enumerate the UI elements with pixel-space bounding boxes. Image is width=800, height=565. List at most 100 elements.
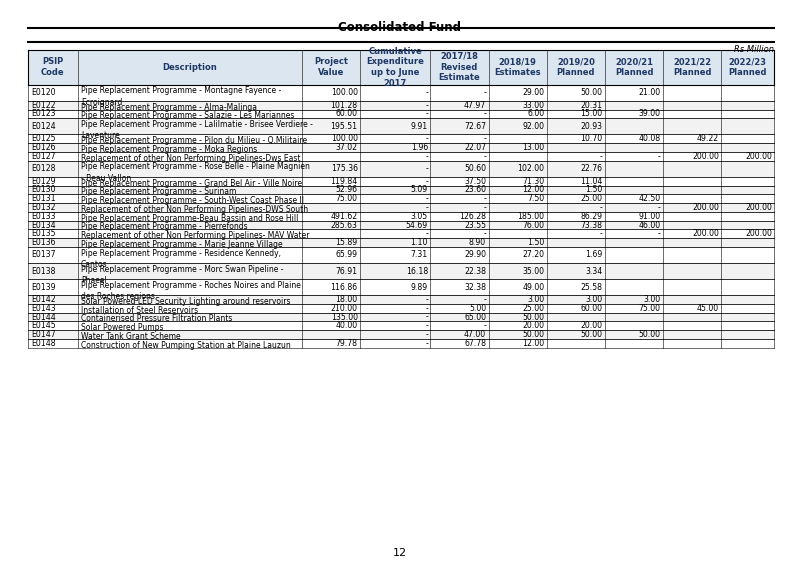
Text: E0143: E0143 [31,304,56,313]
Text: 200.00: 200.00 [745,203,772,212]
Text: 3.00: 3.00 [527,295,544,304]
Text: 15.00: 15.00 [580,110,602,119]
Text: 5.00: 5.00 [469,304,486,313]
Text: 2021/22
Planned: 2021/22 Planned [673,58,711,77]
Text: 42.50: 42.50 [638,194,661,203]
Text: 50.00: 50.00 [581,330,602,339]
Text: 12.00: 12.00 [522,185,544,194]
Text: 54.69: 54.69 [406,220,428,229]
Text: 13.00: 13.00 [522,143,544,152]
Text: E0148: E0148 [31,339,56,348]
Text: -: - [425,203,428,212]
Text: 76.91: 76.91 [335,267,358,276]
Text: 3.34: 3.34 [586,267,602,276]
Text: 20.93: 20.93 [581,122,602,131]
Bar [28,263,774,279]
Text: 200.00: 200.00 [692,152,719,161]
Text: Solar Powered LED Security Lighting around reservoirs: Solar Powered LED Security Lighting arou… [81,297,290,306]
Text: -: - [425,152,428,161]
Bar [28,312,774,321]
Text: -: - [425,177,428,186]
Text: 49.00: 49.00 [522,282,544,292]
Bar [28,330,774,339]
Bar [28,85,774,101]
Text: 1.69: 1.69 [586,250,602,259]
Text: 50.60: 50.60 [464,164,486,173]
Text: Installation of Steel Reservoirs: Installation of Steel Reservoirs [81,306,198,315]
Text: 29.00: 29.00 [522,88,544,97]
Text: -: - [425,321,428,331]
Text: E0142: E0142 [31,295,56,304]
Text: 20.31: 20.31 [580,101,602,110]
Text: -: - [425,339,428,348]
Text: Water Tank Grant Scheme: Water Tank Grant Scheme [81,332,181,341]
Text: 91.00: 91.00 [638,212,661,221]
Text: 2017/18
Revised
Estimate: 2017/18 Revised Estimate [438,52,480,82]
Text: 101.28: 101.28 [330,101,358,110]
Text: E0139: E0139 [31,282,56,292]
Text: 100.00: 100.00 [330,88,358,97]
Text: 6.00: 6.00 [527,110,544,119]
Text: 8.90: 8.90 [469,238,486,247]
Text: E0138: E0138 [31,267,56,276]
Text: 1.50: 1.50 [527,238,544,247]
Text: 67.78: 67.78 [464,339,486,348]
Text: 50.00: 50.00 [522,330,544,339]
Text: -: - [425,101,428,110]
Bar [28,134,774,143]
Text: -: - [658,203,661,212]
Text: -: - [658,152,661,161]
Bar [28,220,774,229]
Text: 126.28: 126.28 [459,212,486,221]
Text: 3.05: 3.05 [410,212,428,221]
Text: 210.00: 210.00 [330,304,358,313]
Text: -: - [600,203,602,212]
Text: PSIP
Code: PSIP Code [41,58,65,77]
Bar [28,321,774,330]
Text: 16.18: 16.18 [406,267,428,276]
Text: E0144: E0144 [31,312,56,321]
Text: Pipe Replacement Programme - Salazie - Les Mariannes: Pipe Replacement Programme - Salazie - L… [81,111,294,120]
Text: Solar Powered Pumps: Solar Powered Pumps [81,323,163,332]
Text: 23.55: 23.55 [464,220,486,229]
Text: 27.20: 27.20 [522,250,544,259]
Text: 102.00: 102.00 [518,164,544,173]
Text: E0128: E0128 [31,164,56,173]
Text: 7.31: 7.31 [410,250,428,259]
Text: -: - [483,88,486,97]
Text: 65.99: 65.99 [336,250,358,259]
Text: 135.00: 135.00 [330,312,358,321]
Text: Description: Description [162,63,217,72]
Text: 1.50: 1.50 [586,185,602,194]
Text: -: - [425,164,428,173]
Text: -: - [425,110,428,119]
Text: 11.04: 11.04 [580,177,602,186]
Text: Rs Million: Rs Million [734,45,774,54]
Bar [28,339,774,347]
Text: 9.89: 9.89 [410,282,428,292]
Text: -: - [600,229,602,238]
Bar [28,238,774,247]
Bar [28,229,774,238]
Text: 1.96: 1.96 [410,143,428,152]
Text: 20.00: 20.00 [581,321,602,331]
Text: -: - [425,330,428,339]
Text: Project
Value: Project Value [314,58,348,77]
Text: 23.60: 23.60 [464,185,486,194]
Text: Pipe Replacement Programme - Grand Bel Air - Ville Noire: Pipe Replacement Programme - Grand Bel A… [81,179,302,188]
Text: Containerised Pressure Filtration Plants: Containerised Pressure Filtration Plants [81,314,232,323]
Text: 35.00: 35.00 [522,267,544,276]
Text: -: - [425,194,428,203]
Text: Pipe Replacement Programme - Residence Kennedy,
Cantos: Pipe Replacement Programme - Residence K… [81,249,281,269]
Bar [28,212,774,220]
Bar [28,110,774,118]
Bar [28,50,774,85]
Text: E0145: E0145 [31,321,56,331]
Text: Pipe Replacement Programme - Pierrefonds: Pipe Replacement Programme - Pierrefonds [81,222,247,231]
Text: -: - [483,194,486,203]
Text: 75.00: 75.00 [336,194,358,203]
Text: 10.70: 10.70 [580,134,602,144]
Bar [28,279,774,295]
Text: E0134: E0134 [31,220,56,229]
Text: 76.00: 76.00 [522,220,544,229]
